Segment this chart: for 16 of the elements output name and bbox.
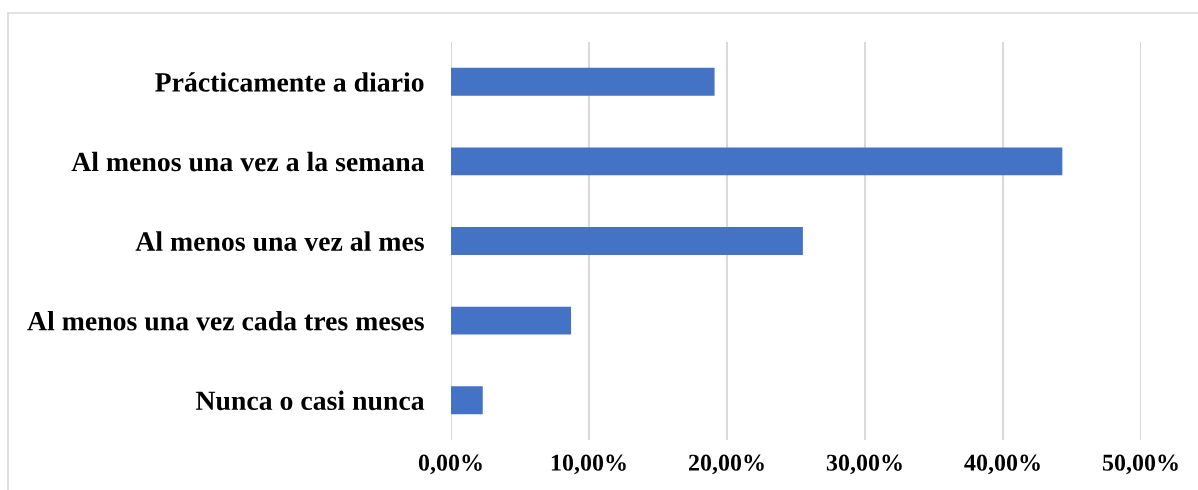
y-tick-label: Al menos una vez cada tres meses (27, 310, 424, 331)
x-tick-label: 50,00% (1102, 454, 1178, 475)
bar (451, 306, 572, 335)
y-tick-label: Al menos una vez al mes (135, 231, 424, 251)
bar (451, 67, 715, 96)
y-tick-label: Al menos una vez a la semana (71, 151, 425, 172)
x-tick-label: 10,00% (551, 454, 626, 475)
y-tick-label: Nunca o casi nunca (195, 390, 425, 411)
x-tick-label: 20,00% (688, 454, 764, 475)
bar (451, 386, 483, 415)
bar (451, 227, 803, 255)
y-tick-label: Prácticamente a diario (155, 72, 424, 92)
bar (451, 147, 1063, 176)
x-tick-label: 40,00% (964, 454, 1040, 475)
x-tick-label: 0,00% (418, 454, 482, 475)
x-tick-label: 30,00% (826, 454, 902, 475)
